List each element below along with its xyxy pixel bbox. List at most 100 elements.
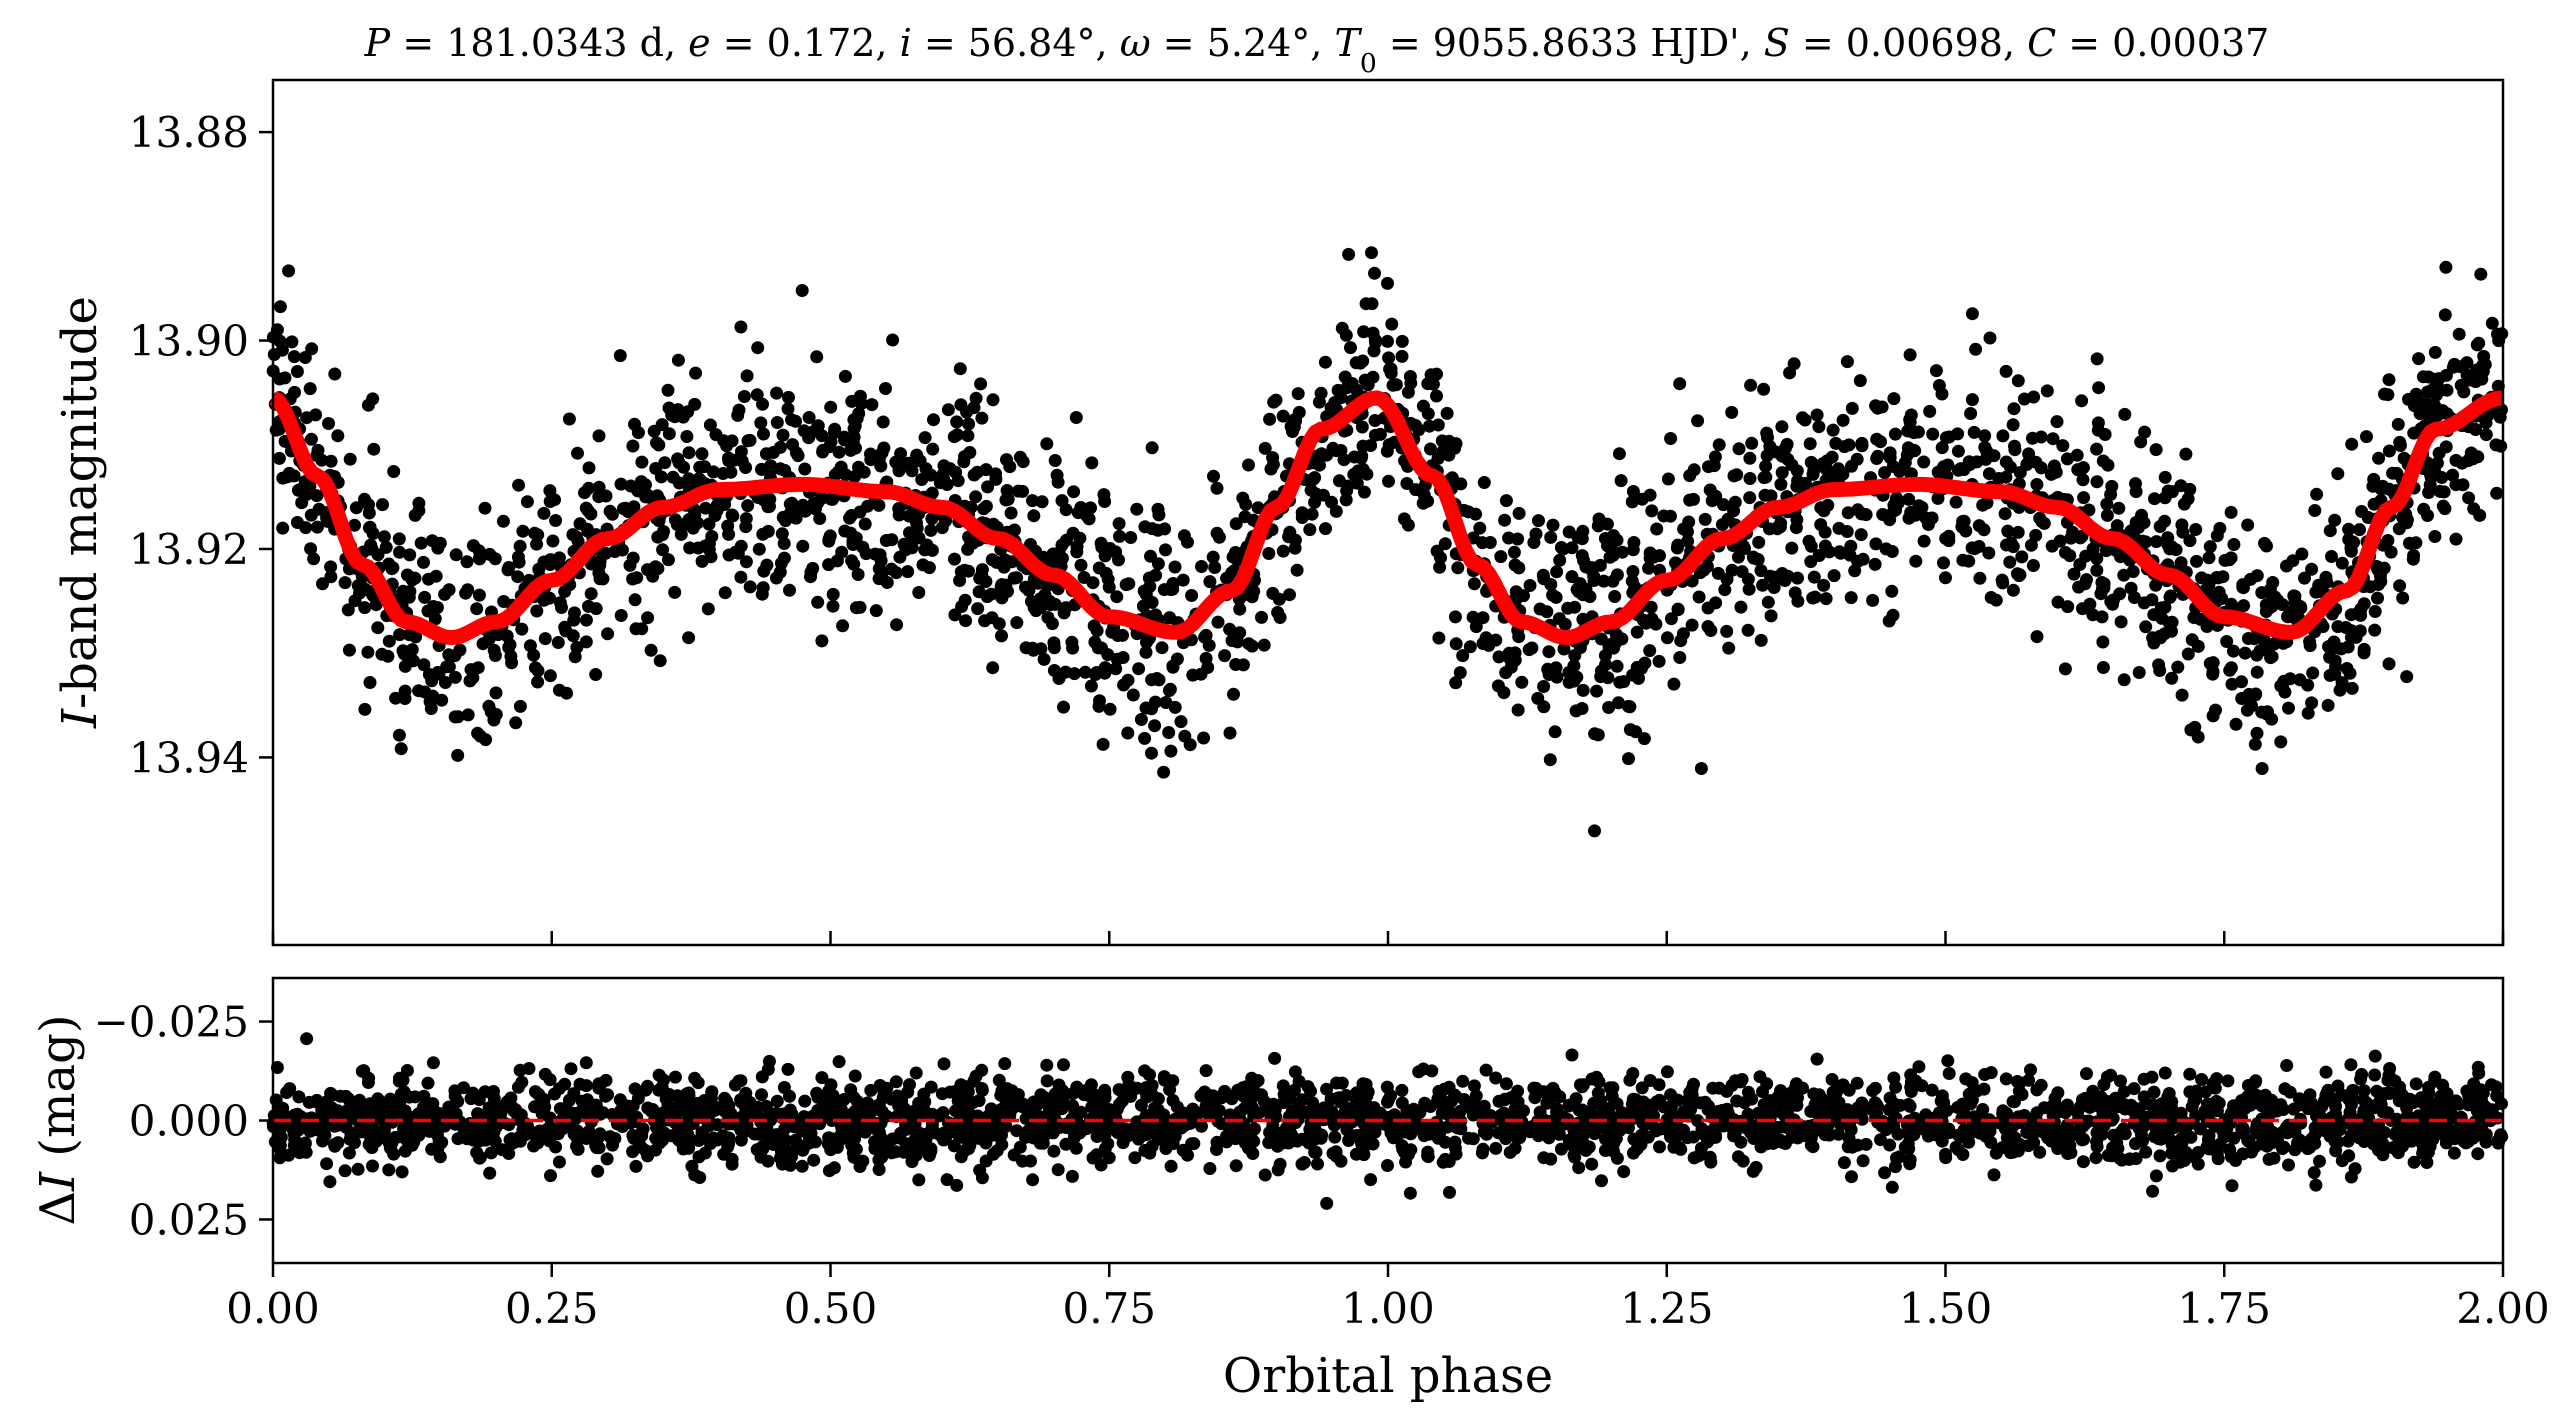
residual-point: [280, 1086, 294, 1099]
data-point: [2305, 696, 2319, 710]
data-point: [2147, 608, 2161, 622]
data-point: [925, 543, 939, 557]
residual-point: [1781, 1121, 1795, 1135]
data-point: [1783, 366, 1797, 380]
residual-point: [2006, 1095, 2020, 1109]
residual-point: [2274, 1098, 2288, 1112]
data-point: [1887, 392, 1901, 406]
data-point: [1595, 664, 1608, 678]
data-point: [939, 514, 953, 528]
residual-point: [783, 1158, 797, 1172]
residual-point: [331, 1104, 345, 1118]
data-point: [2096, 454, 2110, 468]
residual-point: [1214, 1117, 1228, 1131]
data-point: [1790, 464, 1804, 478]
data-point: [2153, 520, 2167, 533]
data-point: [1155, 641, 1169, 655]
data-point: [2235, 675, 2248, 689]
data-point: [765, 462, 779, 476]
data-point: [331, 429, 345, 443]
residual-point: [1404, 1127, 1418, 1141]
data-point: [1138, 731, 1152, 745]
residual-point: [977, 1122, 991, 1136]
residual-point: [824, 1078, 838, 1092]
data-point: [1978, 429, 1992, 443]
data-point: [2449, 453, 2463, 467]
data-point: [1438, 537, 1452, 551]
data-point: [589, 602, 603, 616]
residual-point: [2183, 1067, 2197, 1081]
residual-point: [548, 1087, 561, 1101]
data-point: [1499, 494, 1513, 508]
data-point: [661, 553, 675, 567]
residual-point: [1791, 1131, 1805, 1145]
data-point: [1697, 563, 1711, 577]
residual-point: [984, 1102, 998, 1116]
data-point: [1822, 545, 1836, 559]
residual-point: [2282, 1158, 2295, 1172]
data-point: [962, 417, 976, 431]
data-point: [1231, 553, 1244, 567]
residual-point: [2056, 1132, 2070, 1146]
data-point: [393, 628, 407, 642]
data-point: [1673, 651, 1687, 664]
data-point: [2083, 597, 2097, 611]
data-point: [1742, 582, 1756, 596]
data-point: [1593, 558, 1607, 572]
data-point: [1660, 631, 1674, 645]
residual-point: [400, 1064, 414, 1077]
residual-point: [716, 1129, 730, 1143]
data-point: [1804, 455, 1818, 469]
data-point: [953, 574, 967, 587]
data-point: [1202, 638, 1216, 652]
data-point: [1698, 512, 1712, 526]
data-point: [1939, 532, 1953, 545]
residual-point: [1047, 1144, 1061, 1158]
data-point: [924, 468, 938, 482]
data-point: [1489, 633, 1503, 647]
data-point: [366, 527, 380, 540]
data-point: [1983, 331, 1997, 345]
data-point: [1044, 598, 1058, 612]
residual-point: [426, 1056, 440, 1070]
data-point: [377, 530, 391, 544]
magnitude-axis-label: I-band magnitude: [52, 296, 108, 729]
data-point: [1543, 753, 1557, 767]
data-point: [1708, 450, 1722, 464]
residual-point: [1491, 1126, 1505, 1140]
data-point: [568, 606, 581, 620]
data-point: [418, 590, 432, 604]
residual-point: [1940, 1104, 1954, 1117]
data-point: [798, 462, 812, 476]
data-point: [958, 450, 971, 464]
data-point: [2422, 486, 2436, 499]
data-point: [387, 465, 401, 478]
data-point: [2134, 435, 2148, 449]
data-point: [2132, 666, 2146, 679]
data-point: [2407, 426, 2421, 440]
residual-point: [1413, 1106, 1427, 1119]
data-point: [448, 649, 462, 663]
residual-point: [606, 1138, 619, 1152]
residual-point: [1883, 1138, 1897, 1152]
data-point: [995, 629, 1008, 643]
data-point: [1752, 535, 1766, 549]
data-point: [1681, 525, 1694, 539]
data-point: [901, 565, 915, 579]
data-point: [2274, 735, 2288, 749]
data-point: [1556, 542, 1570, 556]
data-point: [537, 506, 551, 520]
residual-point: [734, 1123, 748, 1137]
data-point: [2382, 444, 2396, 458]
data-point: [1917, 534, 1931, 548]
data-point: [1456, 649, 1470, 663]
residual-point: [734, 1074, 748, 1088]
data-point: [1978, 440, 1992, 454]
data-point: [756, 397, 769, 411]
data-point: [662, 427, 676, 441]
data-point: [834, 460, 848, 474]
data-point: [2368, 605, 2382, 618]
data-point: [530, 537, 544, 551]
data-point: [802, 411, 816, 424]
data-point: [584, 587, 598, 601]
